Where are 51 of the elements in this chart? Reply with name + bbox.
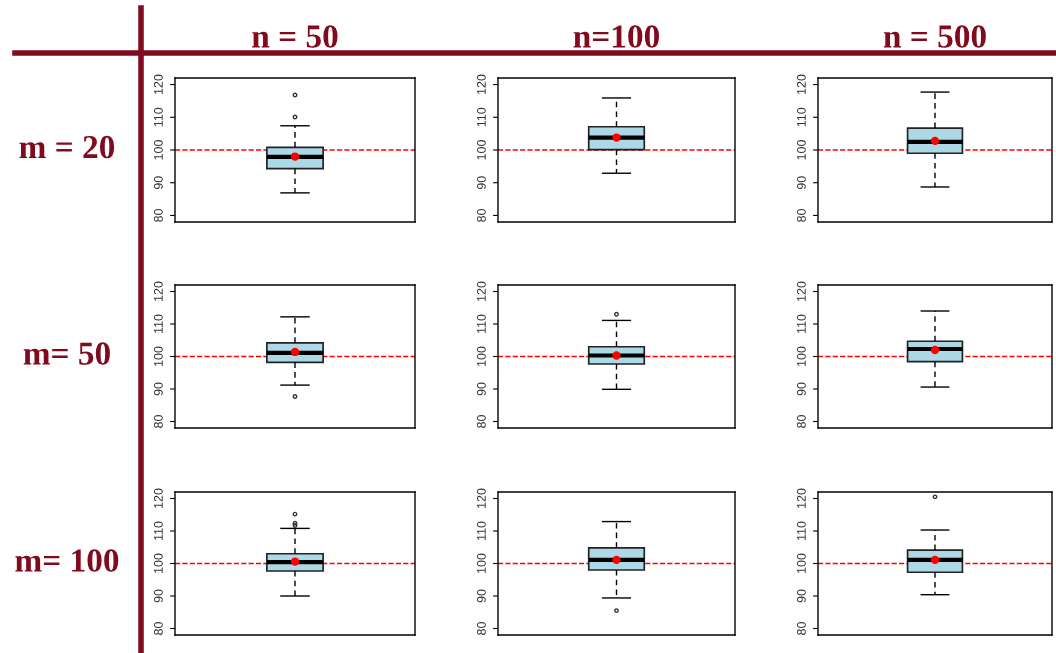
y-tick-label: 120 — [476, 488, 486, 508]
y-tick-label: 90 — [796, 382, 806, 396]
chart-title: n=100 — [573, 25, 659, 48]
y-tick-label: 110 — [796, 107, 806, 127]
y-tick-label: 120 — [796, 488, 806, 508]
y-tick-label: 100 — [796, 553, 806, 573]
y-tick-label: 80 — [153, 622, 163, 635]
y-tick-label: 90 — [153, 589, 163, 603]
y-tick-label: 100 — [476, 346, 486, 366]
y-tick-label: 100 — [153, 140, 163, 160]
y-tick-label: 110 — [476, 521, 486, 541]
y-tick-label: 100 — [153, 346, 163, 366]
y-tick-label: 110 — [476, 107, 486, 127]
y-tick-label: 100 — [796, 140, 806, 160]
y-tick-label: 100 — [476, 140, 486, 160]
y-axis-title: m= 50 — [23, 342, 110, 365]
y-tick-label: 80 — [476, 208, 486, 222]
y-tick-label: 110 — [476, 314, 486, 334]
y-tick-label: 110 — [153, 314, 163, 334]
y-tick-label: 90 — [796, 176, 806, 190]
chart-title: n = 500 — [883, 25, 986, 48]
y-axis-title: m= 100 — [15, 549, 119, 572]
y-tick-label: 80 — [796, 415, 806, 428]
y-tick-label: 100 — [796, 346, 806, 366]
y-tick-label: 120 — [796, 74, 806, 95]
y-tick-label: 110 — [796, 521, 806, 541]
y-tick-label: 90 — [153, 382, 163, 396]
y-tick-label: 120 — [476, 74, 486, 95]
y-tick-label: 120 — [153, 74, 163, 95]
y-tick-label: 110 — [796, 314, 806, 334]
y-tick-label: 120 — [153, 281, 163, 301]
y-tick-label: 90 — [153, 176, 163, 190]
y-tick-label: 120 — [476, 281, 486, 301]
y-tick-label: 100 — [476, 553, 486, 573]
y-tick-label: 80 — [476, 415, 486, 428]
y-tick-label: 110 — [153, 107, 163, 127]
chart-title: n = 50 — [252, 25, 338, 48]
y-tick-label: 90 — [796, 589, 806, 603]
y-tick-label: 80 — [796, 622, 806, 635]
y-tick-label: 120 — [796, 281, 806, 301]
y-tick-label: 90 — [476, 176, 486, 190]
y-tick-label: 90 — [476, 589, 486, 603]
y-axis-title: m = 20 — [19, 135, 115, 159]
y-tick-label: 80 — [476, 622, 486, 635]
y-tick-label: 80 — [153, 415, 163, 428]
y-tick-label: 90 — [476, 382, 486, 396]
y-tick-label: 120 — [153, 488, 163, 508]
y-tick-label: 80 — [796, 208, 806, 222]
y-tick-label: 110 — [153, 521, 163, 541]
y-tick-label: 80 — [153, 208, 163, 222]
y-tick-label: 100 — [153, 553, 163, 573]
